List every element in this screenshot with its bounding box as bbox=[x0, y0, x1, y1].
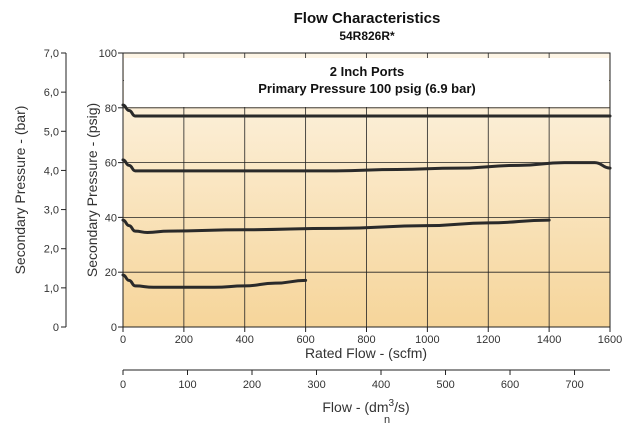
flow-curve-3 bbox=[121, 218, 551, 234]
secondary-x-tick-label: 200 bbox=[243, 379, 261, 391]
y-tick-label: 100 bbox=[99, 48, 117, 60]
flow-curve-1 bbox=[121, 103, 612, 118]
secondary-x-axis-label: Flow - (dm3/s) bbox=[322, 398, 409, 415]
x-tick-label: 400 bbox=[236, 334, 254, 346]
secondary-y-tick-label: 5,0 bbox=[44, 126, 59, 138]
x-tick-label: 800 bbox=[357, 334, 375, 346]
flow-curve-4 bbox=[121, 273, 308, 289]
x-tick-label: 1400 bbox=[537, 334, 561, 346]
y-tick-label: 80 bbox=[105, 103, 117, 115]
y-axis-label: Secondary Pressure - (psig) bbox=[84, 103, 100, 277]
secondary-x-tick-label: 100 bbox=[178, 379, 196, 391]
secondary-x-axis: 0 100 200 300 400 500 600 700 bbox=[120, 369, 610, 391]
annotation-box bbox=[124, 58, 609, 107]
secondary-y-axis-label: Secondary Pressure - (bar) bbox=[12, 106, 28, 275]
flow-curve-2 bbox=[121, 158, 612, 173]
y-tick-label: 60 bbox=[105, 158, 117, 170]
x-axis-label: Rated Flow - (scfm) bbox=[305, 345, 427, 361]
y-tick-label: 40 bbox=[105, 212, 117, 224]
secondary-x-tick-label: 500 bbox=[436, 379, 454, 391]
chart-title: Flow Characteristics bbox=[294, 10, 441, 27]
secondary-x-label-subscript: n bbox=[384, 414, 390, 424]
annotation-line-2: Primary Pressure 100 psig (6.9 bar) bbox=[258, 81, 476, 96]
x-tick-label: 1000 bbox=[415, 334, 439, 346]
primary-x-axis: 0 200 400 600 800 1000 1200 1400 1600 bbox=[120, 327, 622, 346]
annotation-line-1: 2 Inch Ports bbox=[330, 64, 404, 79]
y-tick-label: 0 bbox=[111, 322, 117, 334]
secondary-x-label-sup: 3 bbox=[389, 398, 395, 409]
y-tick-label: 20 bbox=[105, 267, 117, 279]
secondary-y-tick-label: 0 bbox=[53, 322, 59, 334]
secondary-x-tick-label: 0 bbox=[120, 379, 126, 391]
x-tick-label: 200 bbox=[175, 334, 193, 346]
x-tick-label: 600 bbox=[296, 334, 314, 346]
secondary-y-tick-label: 6,0 bbox=[44, 87, 59, 99]
secondary-x-tick-label: 400 bbox=[372, 379, 390, 391]
secondary-x-label-main: Flow - (dm bbox=[322, 399, 388, 415]
secondary-x-tick-label: 700 bbox=[565, 379, 583, 391]
chart-subtitle: 54R826R* bbox=[339, 29, 395, 43]
secondary-y-tick-label: 7,0 bbox=[44, 48, 59, 60]
secondary-y-tick-label: 1,0 bbox=[44, 283, 59, 295]
x-tick-label: 1600 bbox=[598, 334, 622, 346]
secondary-x-tick-label: 300 bbox=[307, 379, 325, 391]
secondary-y-tick-label: 2,0 bbox=[44, 244, 59, 256]
secondary-y-tick-label: 3,0 bbox=[44, 205, 59, 217]
secondary-x-label-end: /s) bbox=[394, 399, 410, 415]
secondary-x-tick-label: 600 bbox=[501, 379, 519, 391]
primary-y-axis: 0 20 40 60 80 100 bbox=[99, 48, 123, 334]
x-tick-label: 1200 bbox=[476, 334, 500, 346]
secondary-y-axis: 0 1,0 2,0 3,0 4,0 5,0 6,0 7,0 bbox=[44, 48, 67, 334]
x-tick-label: 0 bbox=[120, 334, 126, 346]
secondary-y-tick-label: 4,0 bbox=[44, 165, 59, 177]
